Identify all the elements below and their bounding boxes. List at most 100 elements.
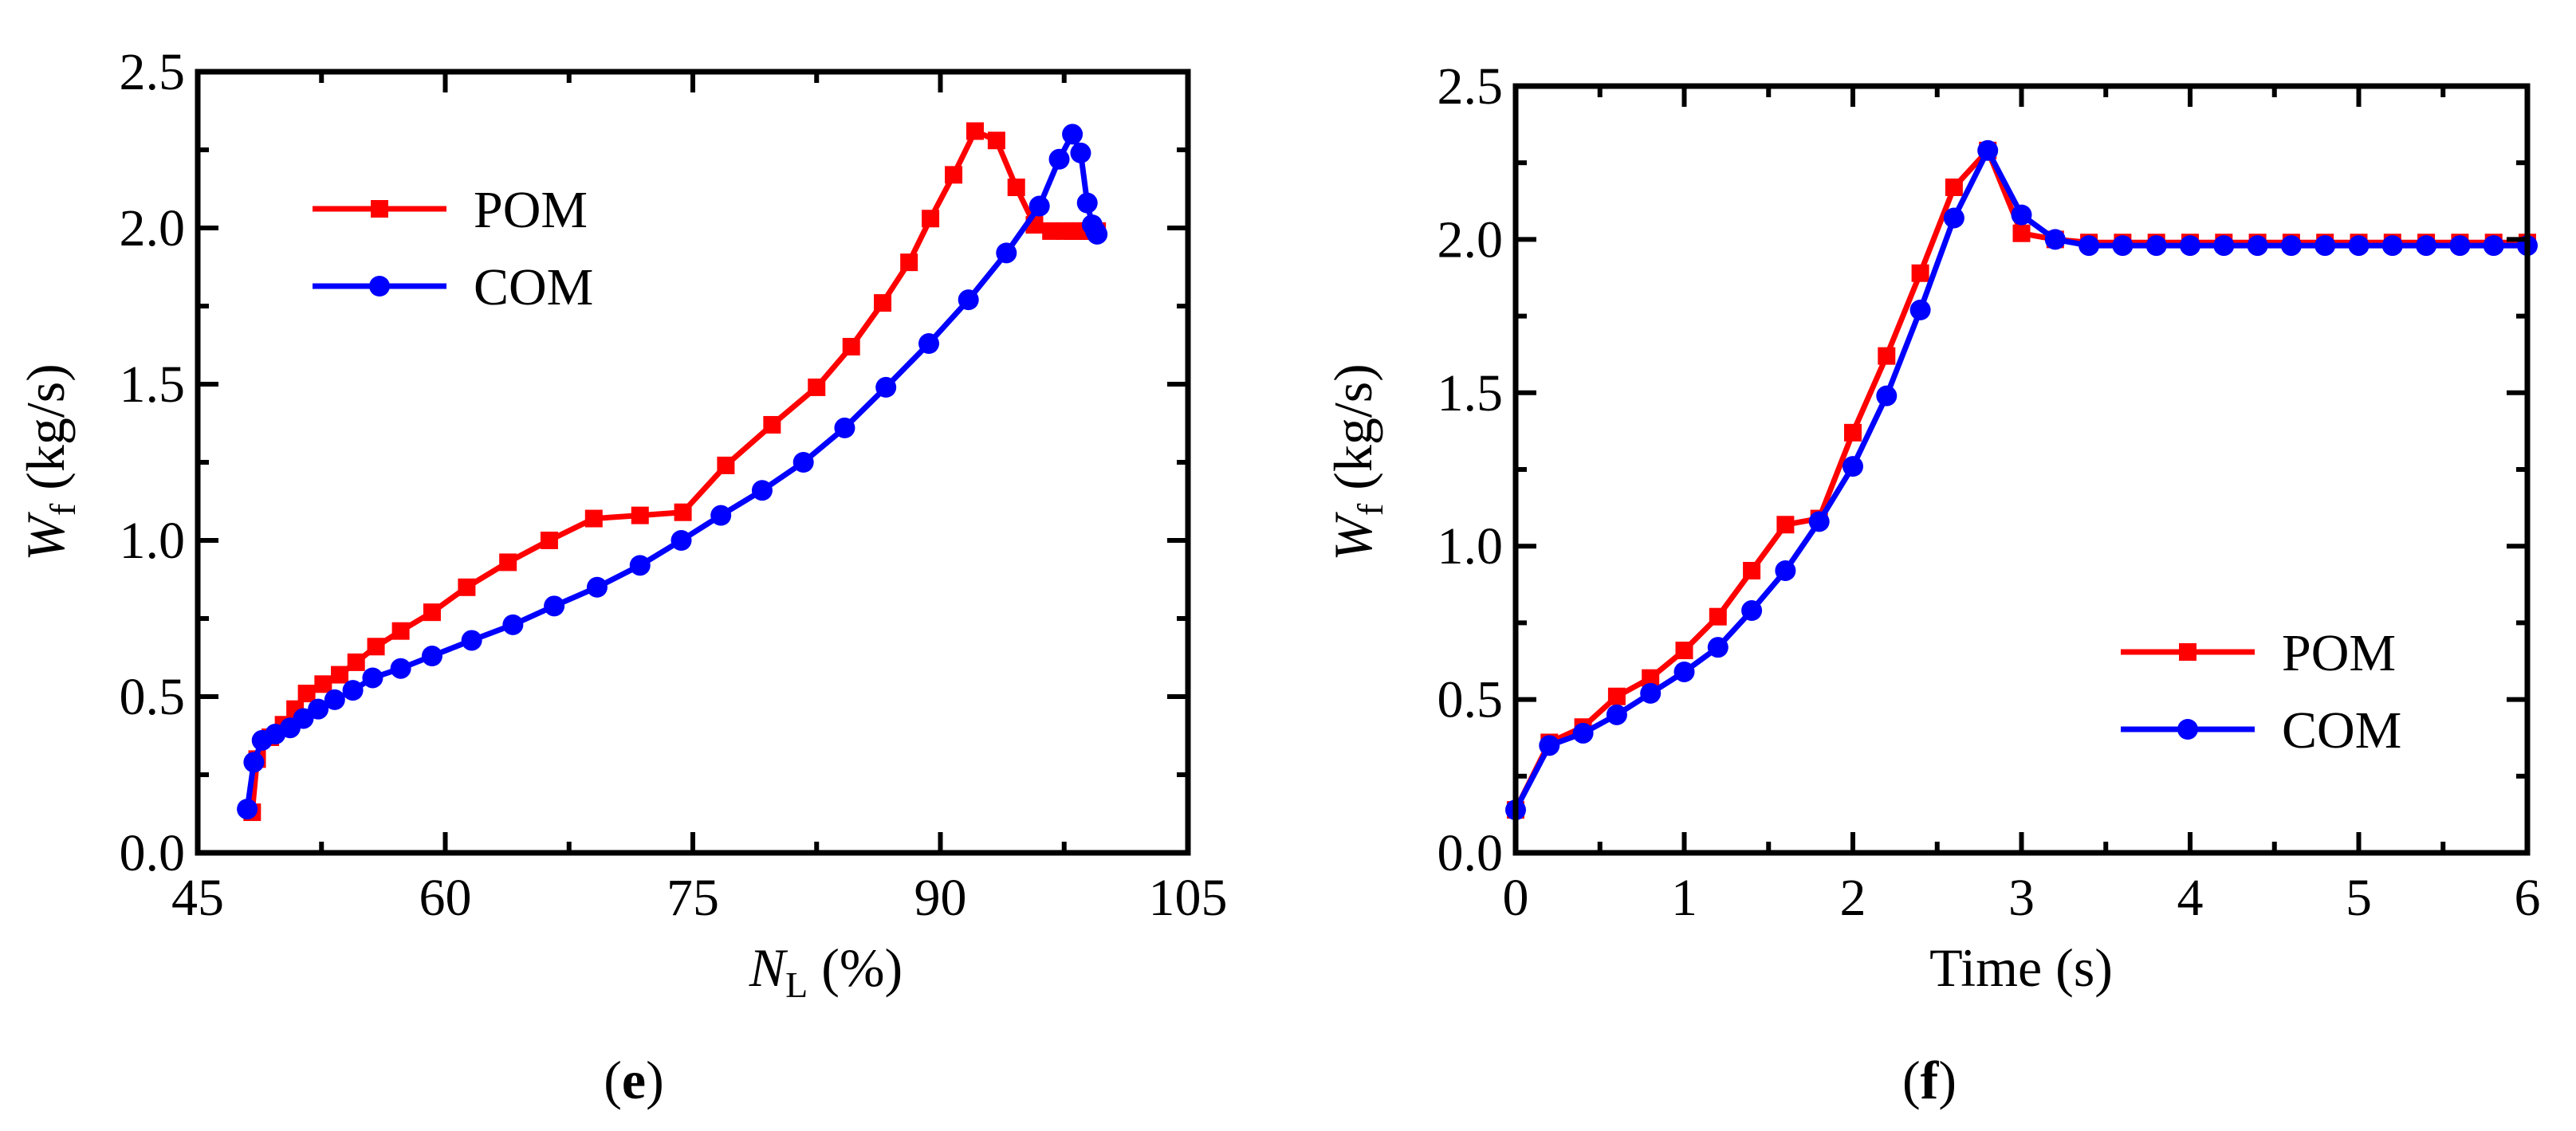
x-tick-label-f-4: 4 xyxy=(2177,869,2204,927)
data-point-com-e-12 xyxy=(461,630,482,651)
data-point-pom-e-18 xyxy=(717,456,735,474)
ticks-e xyxy=(195,69,1190,855)
data-point-com-e-20 xyxy=(792,452,814,473)
data-point-com-e-30 xyxy=(1076,192,1098,214)
data-point-pom-f-15 xyxy=(2012,224,2031,242)
data-point-pom-f-7 xyxy=(1743,561,1761,579)
legend-marker-com-e xyxy=(369,276,390,296)
legend-e: POM COM xyxy=(313,181,593,316)
data-point-pom-e-19 xyxy=(763,415,781,434)
data-point-com-e-29 xyxy=(1070,142,1091,163)
x-axis-symbol-e: N xyxy=(749,937,789,998)
data-point-pom-f-12 xyxy=(1911,264,1929,282)
data-point-pom-e-12 xyxy=(458,578,476,596)
data-point-com-f-16 xyxy=(2044,229,2066,250)
x-tick-label-f-3: 3 xyxy=(2008,869,2035,927)
chart-panel-e: 45 60 75 90 105 0.0 0.5 1.0 1.5 2.0 2.5 POM COM NL … xyxy=(15,43,1228,1110)
chart-panel-f: 0 1 2 3 4 5 6 0.0 0.5 1.0 1.5 2.0 2.5 POM COM Time (s… xyxy=(1323,57,2541,1110)
data-point-com-f-27 xyxy=(2416,235,2437,257)
data-point-pom-e-21 xyxy=(842,337,860,355)
data-point-com-f-11 xyxy=(1876,385,1898,406)
y-tick-label-e-5: 2.5 xyxy=(120,43,186,101)
data-point-com-e-8 xyxy=(342,680,364,701)
data-point-com-f-26 xyxy=(2381,235,2403,257)
panel-label-f: (f) xyxy=(1902,1050,1957,1110)
x-axis-unit-e: (%) xyxy=(808,937,903,998)
panel-label-e: (e) xyxy=(604,1050,664,1110)
panel-label-letter-f: f xyxy=(1921,1050,1940,1110)
panel-label-open-f: ( xyxy=(1902,1050,1921,1110)
data-point-com-e-15 xyxy=(586,576,608,598)
y-tick-label-e-3: 1.5 xyxy=(120,355,186,414)
tick-labels-f: 0 1 2 3 4 5 6 0.0 0.5 1.0 1.5 2.0 2.5 xyxy=(1437,57,2541,927)
data-point-pom-e-24 xyxy=(922,210,940,228)
data-point-com-f-19 xyxy=(2145,235,2167,257)
legend-label-com-e: COM xyxy=(474,258,593,316)
data-point-com-f-8 xyxy=(1775,560,1796,581)
data-point-pom-e-15 xyxy=(584,509,603,528)
y-tick-label-f-5: 2.5 xyxy=(1437,57,1504,116)
data-point-com-f-22 xyxy=(2247,235,2268,257)
y-tick-label-e-1: 0.5 xyxy=(120,668,186,726)
data-point-pom-e-16 xyxy=(631,506,649,524)
data-point-com-e-33 xyxy=(1087,223,1108,245)
data-point-com-f-1 xyxy=(1539,735,1560,756)
panel-label-letter-e: e xyxy=(622,1050,646,1110)
data-point-com-f-13 xyxy=(1943,207,1964,229)
x-tick-label-e-2: 75 xyxy=(667,869,719,927)
legend-label-pom-f: POM xyxy=(2282,624,2396,682)
data-point-com-e-19 xyxy=(751,480,773,501)
legend-label-pom-e: POM xyxy=(474,181,588,239)
data-point-com-f-25 xyxy=(2348,235,2370,257)
data-point-com-e-14 xyxy=(544,595,565,617)
panel-label-close-e: ) xyxy=(646,1050,664,1110)
plot-area-f xyxy=(1505,139,2538,821)
y-tick-label-f-3: 1.5 xyxy=(1437,364,1504,422)
y-axis-title-f: Wf (kg/s) xyxy=(1323,363,1390,561)
data-point-com-f-21 xyxy=(2213,235,2235,257)
data-point-com-e-10 xyxy=(390,658,411,679)
data-point-com-f-20 xyxy=(2180,235,2200,257)
data-point-com-f-9 xyxy=(1808,511,1830,532)
x-axis-title-e: NL (%) xyxy=(749,937,903,1005)
data-point-pom-e-30 xyxy=(1042,222,1060,240)
x-tick-label-f-1: 1 xyxy=(1671,869,1697,927)
axis-frame-e xyxy=(195,69,1191,856)
data-point-com-f-10 xyxy=(1843,456,1863,477)
data-point-com-f-23 xyxy=(2280,235,2302,257)
y-tick-label-f-1: 0.5 xyxy=(1437,671,1504,729)
data-point-pom-f-11 xyxy=(1878,347,1896,365)
data-point-com-e-1 xyxy=(243,752,265,773)
y-tick-label-e-4: 2.0 xyxy=(120,199,186,257)
data-point-com-e-0 xyxy=(237,799,258,820)
data-point-com-e-17 xyxy=(671,530,692,551)
data-point-pom-f-4 xyxy=(1642,669,1660,687)
y-tick-label-f-2: 1.0 xyxy=(1437,517,1504,575)
data-point-pom-e-14 xyxy=(540,532,558,549)
data-point-pom-e-9 xyxy=(367,638,385,656)
data-point-com-f-18 xyxy=(2112,235,2134,257)
data-point-pom-e-10 xyxy=(391,622,410,640)
data-point-pom-e-25 xyxy=(945,166,963,184)
data-point-com-e-28 xyxy=(1062,124,1083,145)
data-point-pom-e-20 xyxy=(808,378,826,396)
legend-f: POM COM xyxy=(2121,624,2401,760)
x-tick-label-e-4: 105 xyxy=(1149,869,1228,927)
y-axis-unit-f: (kg/s) xyxy=(1323,363,1383,504)
data-point-pom-e-26 xyxy=(966,122,984,140)
axis-frame-f xyxy=(1512,83,2531,856)
y-tick-label-e-0: 0.0 xyxy=(120,824,186,882)
data-point-pom-e-27 xyxy=(987,132,1005,150)
x-tick-label-f-2: 2 xyxy=(1840,869,1866,927)
data-point-com-e-13 xyxy=(502,614,524,635)
y-axis-symbol-e: W xyxy=(15,512,76,561)
data-point-pom-f-6 xyxy=(1709,607,1727,626)
y-axis-symbol-f: W xyxy=(1323,512,1383,561)
panel-label-open-e: ( xyxy=(604,1050,622,1110)
data-point-com-e-5 xyxy=(293,708,314,729)
x-axis-title-f: Time (s) xyxy=(1929,937,2113,998)
y-tick-label-f-4: 2.0 xyxy=(1437,210,1504,269)
data-point-com-f-14 xyxy=(1977,139,1999,161)
data-point-pom-e-5 xyxy=(297,685,316,703)
